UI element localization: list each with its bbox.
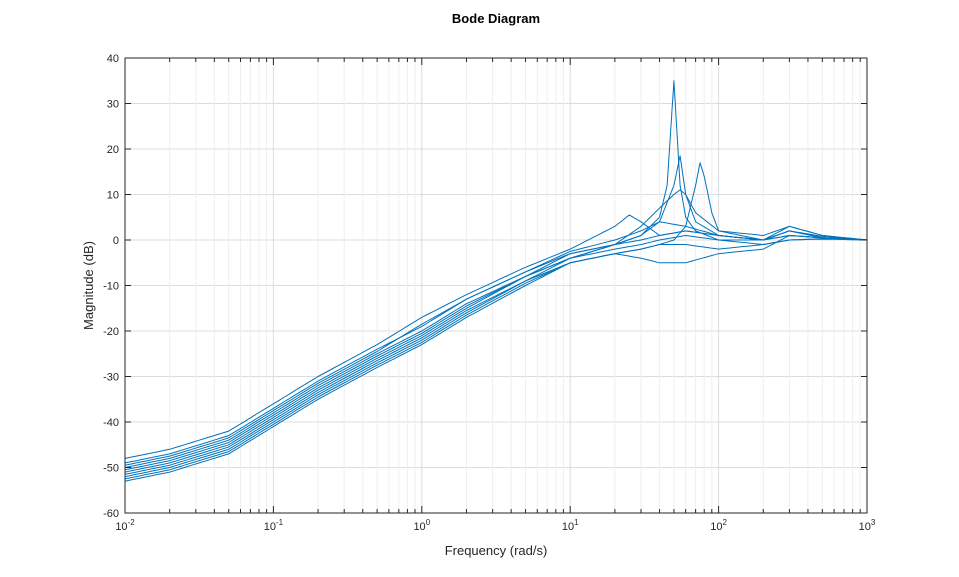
y-tick-label: -10 [103,281,119,293]
y-tick-label: -40 [103,417,119,429]
series-line [124,221,868,466]
y-tick-label: -20 [103,326,119,338]
y-tick-label: 10 [107,190,119,202]
series-line [124,238,868,480]
chart-title: Bode Diagram [452,11,540,26]
y-tick-label: 0 [113,235,119,247]
x-tick-base: 10 [413,521,425,533]
x-tick-label: 101 [562,518,579,533]
y-tick-label: -60 [103,508,119,520]
series-lines [124,80,868,482]
x-tick-labels: 10-2 10-1 100 101 102 103 [115,518,876,533]
x-tick-label: 103 [859,518,876,533]
y-tick-label: -50 [103,463,119,475]
y-tick-label: 30 [107,99,119,111]
y-tick-label: -30 [103,372,119,384]
tick-marks [124,57,868,514]
x-tick-base: 10 [710,521,722,533]
y-tick-labels: -60 -50 -40 -30 -20 -10 0 10 20 30 40 [103,53,119,520]
x-tick-base: 10 [115,521,127,533]
x-tick-label: 10-1 [264,518,284,533]
x-tick-exponent: -1 [276,518,284,527]
x-tick-label: 102 [710,518,727,533]
y-tick-label: 40 [107,53,119,65]
x-tick-base: 10 [562,521,574,533]
x-axis-label: Frequency (rad/s) [445,543,548,558]
x-tick-exponent: 3 [871,518,876,527]
x-tick-exponent: 1 [574,518,579,527]
x-tick-label: 10-2 [115,518,135,533]
x-tick-exponent: 2 [722,518,727,527]
x-tick-label: 100 [413,518,430,533]
x-tick-exponent: 0 [426,518,431,527]
x-tick-base: 10 [264,521,276,533]
x-tick-exponent: -2 [128,518,136,527]
y-axis-label: Magnitude (dB) [81,241,96,330]
y-tick-label: 20 [107,144,119,156]
x-tick-base: 10 [859,521,871,533]
